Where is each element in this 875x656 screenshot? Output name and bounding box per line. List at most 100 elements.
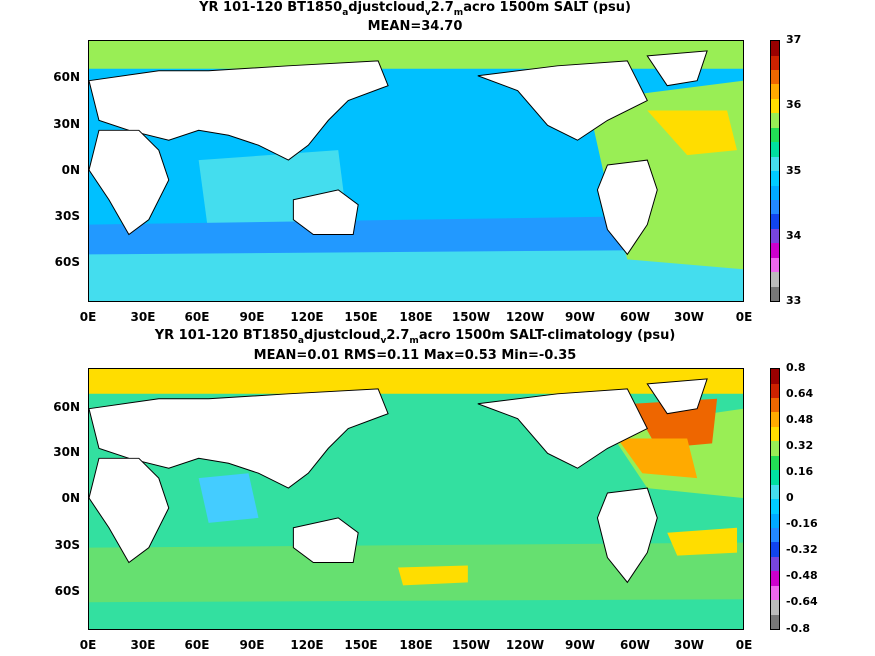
south-pacific-positive-patch <box>398 565 468 586</box>
salt-anomaly-map-panel <box>88 368 744 630</box>
colorbar-segment <box>771 84 779 99</box>
panel2-colorbar-label: -0.64 <box>786 595 818 608</box>
colorbar-segment <box>771 243 779 258</box>
panel1-subtitle: MEAN=34.70 <box>367 19 463 34</box>
panel1-lon-label: 120E <box>290 310 324 324</box>
panel1-lat-label-60n: 60N <box>53 70 80 84</box>
panel2-lon-label: 30E <box>130 638 156 652</box>
panel1-lat-label-60s: 60S <box>54 255 80 269</box>
panel2-lon-label: 60E <box>184 638 210 652</box>
colorbar-segment <box>771 513 779 528</box>
panel2-lon-label: 0E <box>735 638 753 652</box>
panel2-colorbar <box>770 368 780 630</box>
panel2-colorbar-label: -0.8 <box>786 622 811 635</box>
panel2-lon-label: 90W <box>565 638 595 652</box>
colorbar-segment <box>771 441 779 456</box>
south-atlantic-positive-patch <box>667 527 738 556</box>
panel1-lon-label: 60W <box>620 310 650 324</box>
colorbar-segment <box>771 398 779 413</box>
colorbar-segment <box>771 156 779 172</box>
panel2-lat-label-60s: 60S <box>54 584 80 598</box>
panel2-lat-label-30s: 30S <box>54 538 80 552</box>
panel1-colorbar-label: 34 <box>786 229 802 242</box>
greenland <box>646 378 708 415</box>
colorbar-segment <box>771 426 779 442</box>
colorbar-segment <box>771 455 779 471</box>
panel2-lon-label: 180E <box>399 638 433 652</box>
panel2-subtitle: MEAN=0.01 RMS=0.11 Max=0.53 Min=-0.35 <box>253 348 577 363</box>
colorbar-segment <box>771 585 779 601</box>
salt-anomaly-map <box>89 369 743 629</box>
panel1-title: YR 101-120 BT1850adjustcloudv2.7macro 15… <box>199 0 631 18</box>
antarctic-shelf-field <box>89 249 743 301</box>
panel2-colorbar-label: 0.64 <box>786 387 814 400</box>
africa <box>89 129 170 236</box>
panel2-lon-label: 0E <box>79 638 97 652</box>
eurasia <box>89 60 389 161</box>
colorbar-segment <box>771 113 779 128</box>
continents <box>89 378 708 584</box>
panel2-colorbar-label: -0.32 <box>786 543 818 556</box>
colorbar-segment <box>771 527 779 543</box>
panel1-lon-label: 90E <box>239 310 265 324</box>
panel1-colorbar-label: 35 <box>786 164 802 177</box>
north-america <box>477 388 648 469</box>
colorbar-segment <box>771 55 779 70</box>
panel1-lon-label: 0E <box>79 310 97 324</box>
panel2-lon-label: 150W <box>451 638 491 652</box>
salt-map-panel <box>88 40 744 302</box>
colorbar-segment <box>771 412 779 427</box>
panel1-lon-label: 90W <box>565 310 595 324</box>
panel1-colorbar-label: 33 <box>786 294 802 307</box>
colorbar-segment <box>771 286 779 301</box>
indian-ocean-negative-patch <box>198 473 259 523</box>
colorbar-segment <box>771 185 779 200</box>
panel2-lon-label: 120W <box>505 638 545 652</box>
panel2-lon-label: 90E <box>239 638 265 652</box>
eurasia <box>89 388 389 489</box>
colorbar-segment <box>771 127 779 143</box>
panel1-lon-label: 150E <box>344 310 378 324</box>
colorbar-segment <box>771 556 779 572</box>
south-america <box>596 159 658 256</box>
colorbar-segment <box>771 98 779 114</box>
colorbar-segment <box>771 272 779 287</box>
australia <box>292 189 359 236</box>
panel1-colorbar-label: 37 <box>786 33 802 46</box>
panel2-colorbar-label: 0.48 <box>786 413 814 426</box>
arctic-field <box>89 41 743 69</box>
panel1-lon-label: 180E <box>399 310 433 324</box>
gulf-stream-positive-patch <box>617 438 698 479</box>
panel2-lon-label: 30W <box>674 638 704 652</box>
colorbar-segment <box>771 383 779 398</box>
panel2-title: YR 101-120 BT1850adjustcloudv2.7macro 15… <box>154 328 676 346</box>
colorbar-segment <box>771 257 779 273</box>
panel2-lat-label-30n: 30N <box>53 445 80 459</box>
panel1-lon-label: 150W <box>451 310 491 324</box>
panel2-lon-label: 60W <box>620 638 650 652</box>
panel1-lat-label-30n: 30N <box>53 117 80 131</box>
arctic-anomaly-field <box>89 369 743 394</box>
panel2-colorbar-label: -0.48 <box>786 569 818 582</box>
colorbar-segment <box>771 542 779 557</box>
continents <box>89 50 708 256</box>
colorbar-segment <box>771 600 779 615</box>
colorbar-segment <box>771 142 779 157</box>
panel2-colorbar-label: -0.16 <box>786 517 818 530</box>
north-atlantic-positive-patch <box>632 398 718 449</box>
atlantic-high-salt-patch <box>647 110 738 156</box>
africa <box>89 457 170 564</box>
salt-map <box>89 41 743 301</box>
colorbar-segment <box>771 199 779 215</box>
panel2-lon-label: 150E <box>344 638 378 652</box>
south-america <box>596 487 658 584</box>
colorbar-segment <box>771 171 779 186</box>
north-america <box>477 60 648 141</box>
panel2-lat-label-0n: 0N <box>61 491 80 505</box>
panel2-colorbar-label: 0.8 <box>786 361 806 374</box>
panel2-colorbar-label: 0.32 <box>786 439 814 452</box>
colorbar-segment <box>771 499 779 514</box>
greenland <box>646 50 708 87</box>
panel1-lon-label: 60E <box>184 310 210 324</box>
colorbar-segment <box>771 214 779 229</box>
